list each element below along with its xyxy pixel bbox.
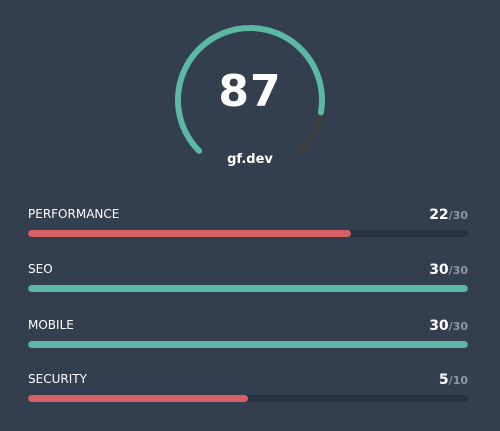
metric-value: 22 — [429, 207, 449, 223]
progress-fill — [28, 285, 468, 292]
metric-max: /30 — [448, 264, 468, 277]
progress-track — [28, 230, 468, 237]
progress-track — [28, 395, 468, 402]
overall-score: 87 — [218, 66, 282, 117]
progress-fill — [28, 395, 248, 402]
metric-value: 5 — [438, 372, 449, 388]
metric-value: 30 — [429, 318, 449, 334]
metric-label: MOBILE — [28, 318, 74, 332]
score-gauge: 87 gf.dev — [170, 20, 330, 180]
metric-performance: PERFORMANCE 22/30 — [28, 206, 468, 240]
metric-security: SECURITY 5/10 — [28, 371, 468, 405]
metric-score: 30/30 — [429, 260, 468, 280]
progress-fill — [28, 230, 351, 237]
metric-seo: SEO 30/30 — [28, 261, 468, 295]
progress-track — [28, 341, 468, 348]
metric-score: 5/10 — [439, 370, 468, 390]
metric-mobile: MOBILE 30/30 — [28, 317, 468, 351]
score-gauge-ring — [175, 25, 325, 154]
metric-score: 22/30 — [429, 205, 468, 225]
gauge-fill-arc — [175, 25, 325, 154]
metric-value: 30 — [429, 262, 449, 278]
metric-label: PERFORMANCE — [28, 207, 120, 221]
metric-max: /30 — [448, 209, 468, 222]
site-name: gf.dev — [227, 152, 273, 167]
metric-score: 30/30 — [429, 316, 468, 336]
metric-max: /10 — [448, 374, 468, 387]
progress-track — [28, 285, 468, 292]
metric-max: /30 — [448, 320, 468, 333]
metric-label: SEO — [28, 262, 53, 276]
metric-label: SECURITY — [28, 372, 87, 386]
progress-fill — [28, 341, 468, 348]
